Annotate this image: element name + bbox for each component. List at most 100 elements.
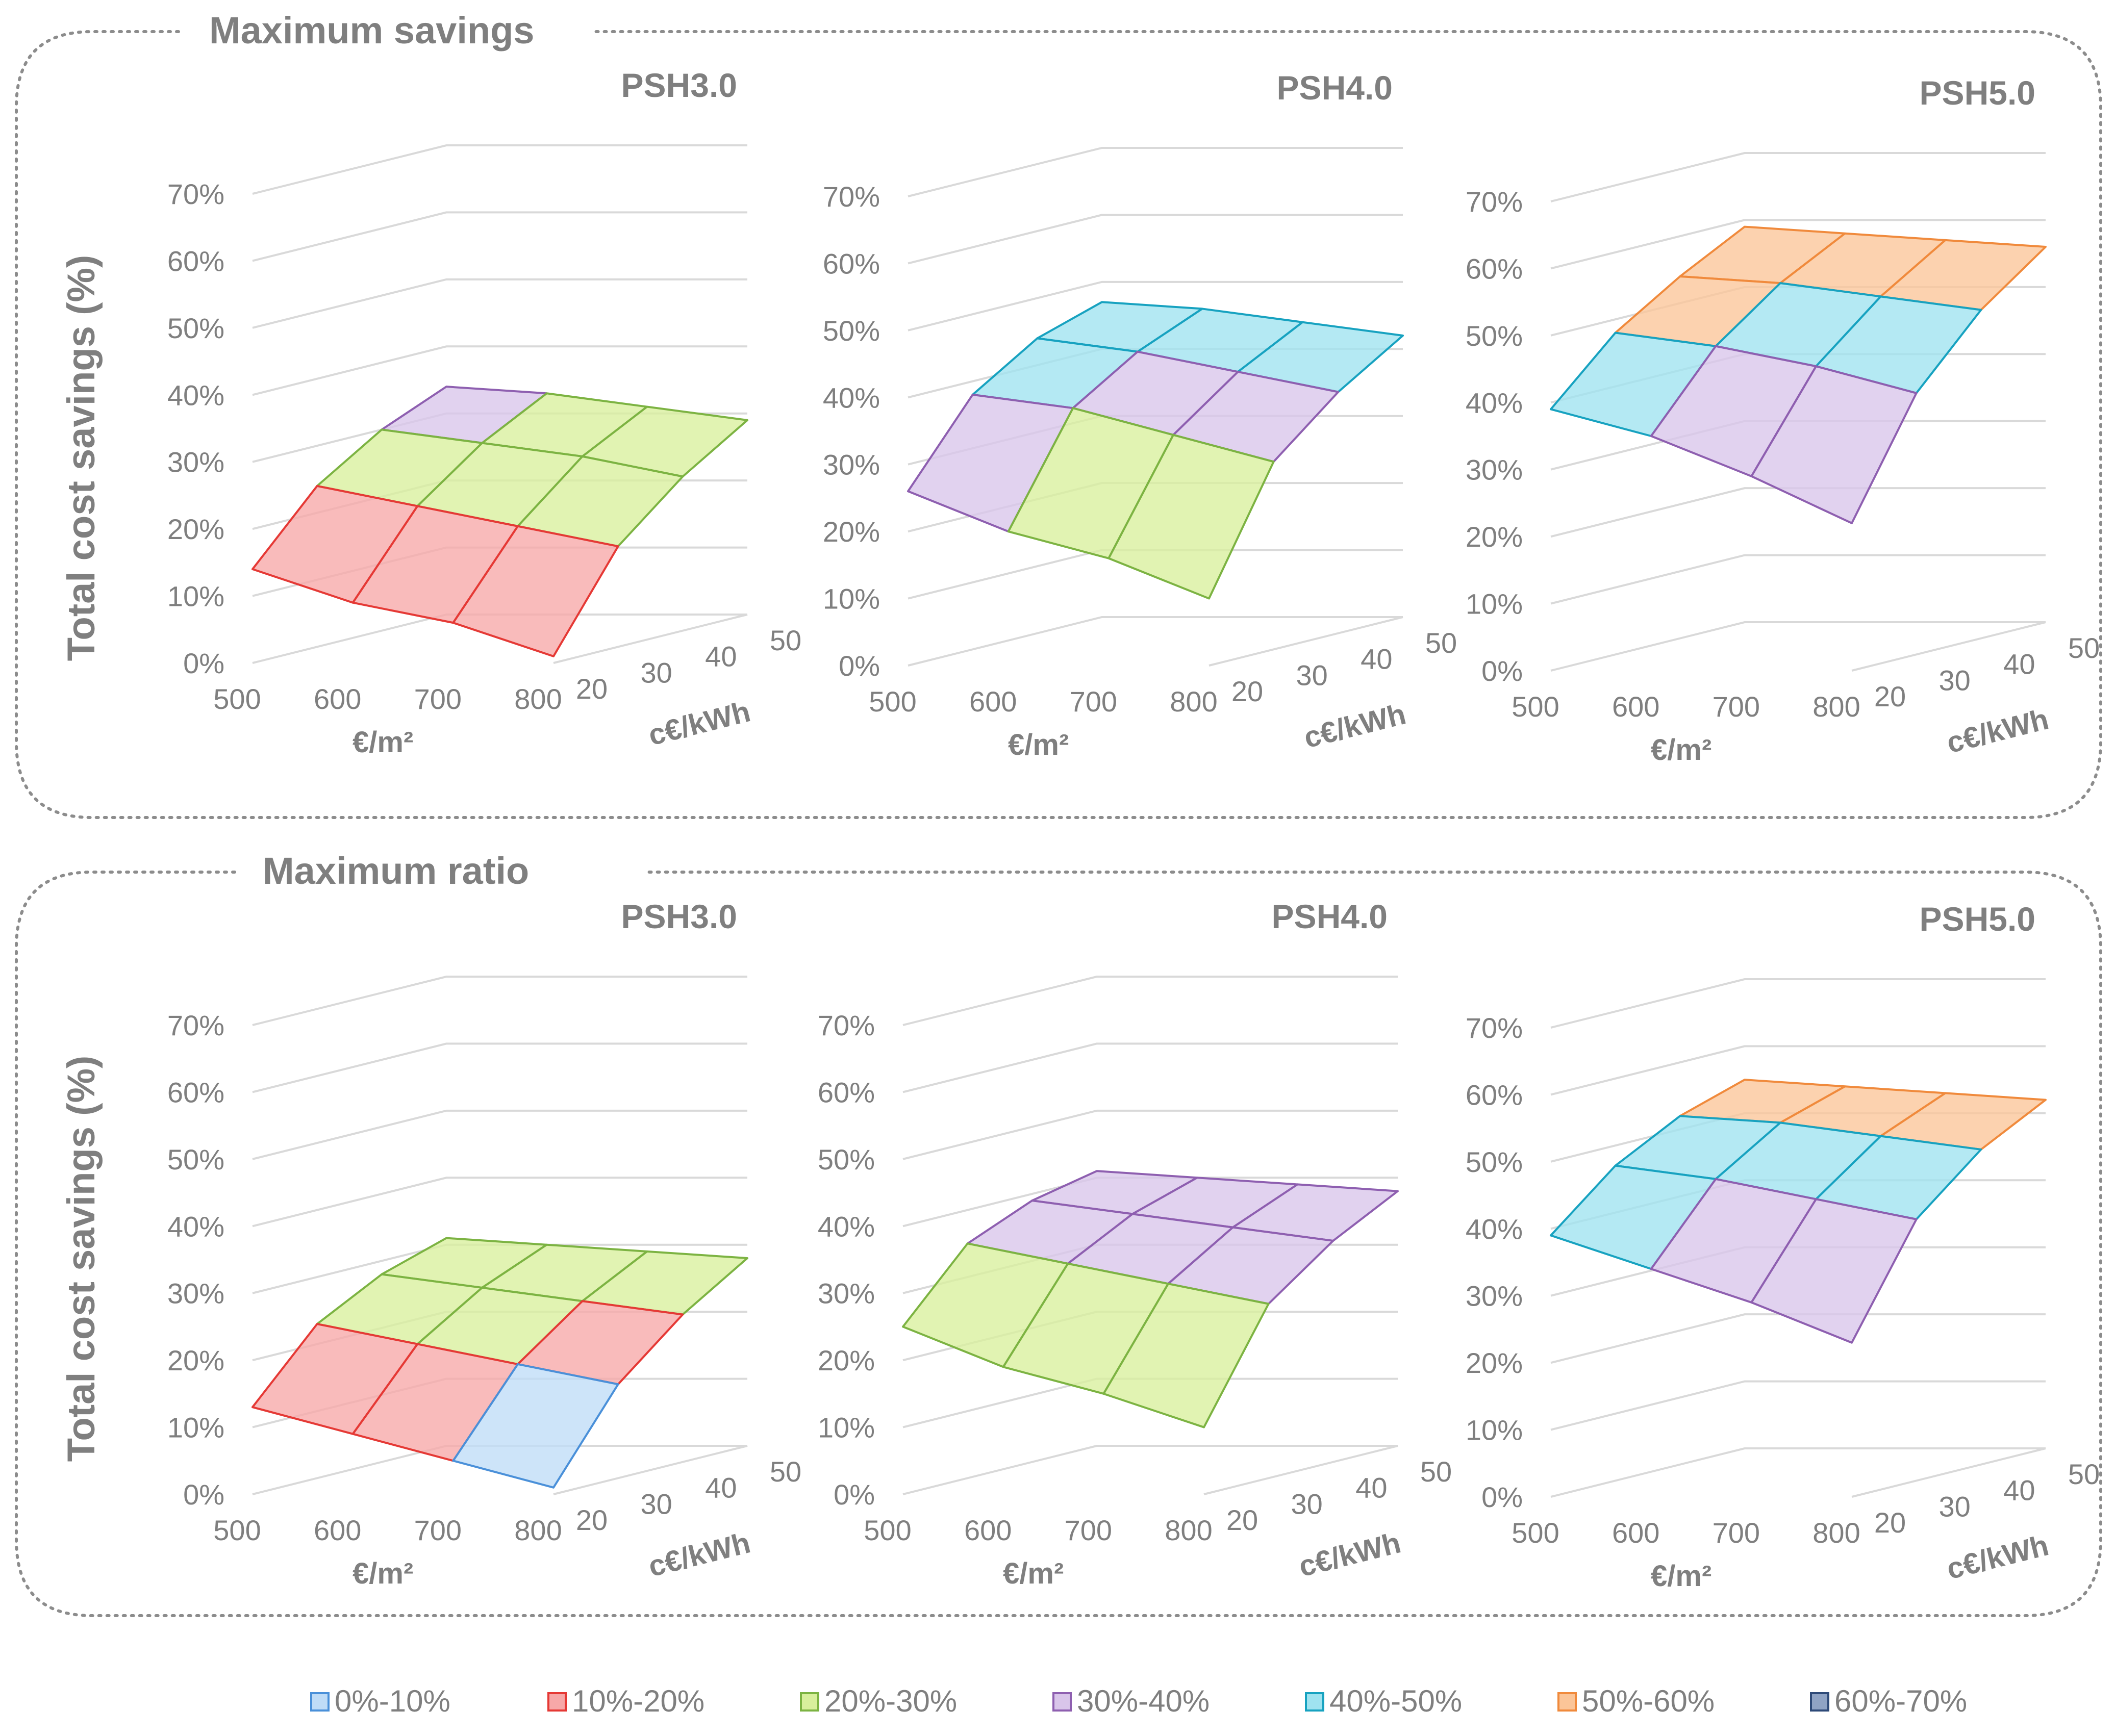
z-tick-label: 30%	[818, 1278, 875, 1310]
z-tick-label: 50%	[1466, 1146, 1523, 1178]
z-tick-label: 0%	[834, 1478, 875, 1511]
x-tick-label: 700	[414, 683, 462, 715]
z-tick-label: 50%	[818, 1143, 875, 1176]
z-tick-label: 10%	[167, 580, 224, 612]
z-tick-label: 20%	[1466, 1347, 1523, 1379]
surface-patch	[1102, 1283, 1270, 1428]
x-axis-label: €/m²	[1003, 1557, 1064, 1590]
y-tick-label: 50	[1420, 1456, 1452, 1488]
floor-edge	[1208, 616, 1403, 667]
y-tick-label: 40	[705, 641, 737, 673]
chart-title: PSH3.0	[621, 898, 737, 935]
y-tick-label: 20	[1226, 1504, 1258, 1536]
gridline	[1550, 1313, 2046, 1364]
chart-title: PSH4.0	[1272, 898, 1388, 935]
z-tick-label: 20%	[1466, 521, 1523, 553]
surface-patch	[452, 1363, 619, 1489]
x-tick-label: 800	[1170, 685, 1217, 718]
z-tick-label: 60%	[823, 247, 880, 279]
x-tick-label: 600	[964, 1514, 1012, 1546]
z-tick-label: 50%	[167, 1143, 224, 1176]
floor-edge	[553, 614, 748, 664]
z-tick-label: 60%	[1466, 1079, 1523, 1111]
y-tick-label: 50	[2068, 632, 2100, 664]
gridline	[902, 1445, 1398, 1495]
x-tick-label: 500	[1512, 1517, 1559, 1549]
x-tick-label: 500	[864, 1514, 911, 1546]
x-axis-label: €/m²	[1651, 733, 1711, 767]
z-tick-label: 60%	[167, 1076, 224, 1108]
y-axis-label: c€/kWh	[645, 1526, 754, 1583]
z-tick-label: 10%	[1466, 1414, 1523, 1446]
legend: 0%-10% 10%-20% 20%-30% 30%-40% 40%-50% 50%-60…	[310, 1684, 1967, 1718]
gridline	[1550, 621, 2046, 672]
x-tick-label: 600	[1612, 1517, 1659, 1549]
floor-edge	[1851, 1447, 2046, 1498]
y-tick-label: 20	[1874, 680, 1906, 712]
gridline	[902, 1042, 1398, 1093]
x-tick-label: 700	[1713, 1517, 1760, 1549]
z-tick-label: 10%	[823, 583, 880, 615]
chart-title: PSH4.0	[1277, 69, 1393, 107]
z-tick-label: 20%	[167, 513, 224, 545]
y-tick-label: 40	[1355, 1472, 1387, 1504]
y-axis-label: c€/kWh	[645, 695, 754, 752]
y-tick-label: 30	[1296, 659, 1328, 691]
z-tick-label: 10%	[1466, 588, 1523, 620]
surface-chart-psh30-max-ratio: 0% 10% 20% 30% 40% 50% 60% 70% PSH3.0 500 600 700 80…	[167, 898, 801, 1590]
gridline	[252, 1177, 747, 1228]
legend-item: 50%-60%	[1557, 1684, 1715, 1718]
y-tick-label: 30	[641, 656, 672, 688]
y-tick-label: 50	[1425, 627, 1457, 659]
z-tick-label: 50%	[1466, 320, 1523, 352]
surface-chart-psh40-max-savings: 0% 10% 20% 30% 40% 50% 60% 70% PSH4.0 500 600 700 80…	[823, 69, 1457, 761]
x-tick-label: 800	[514, 683, 562, 715]
z-tick-label: 70%	[1466, 1012, 1523, 1044]
legend-label: 40%-50%	[1329, 1684, 1462, 1718]
y-tick-label: 40	[1361, 643, 1392, 675]
x-tick-label: 700	[414, 1514, 462, 1546]
z-tick-label: 40%	[1466, 1213, 1523, 1245]
surface-patch	[452, 525, 619, 657]
legend-label: 10%-20%	[572, 1684, 704, 1718]
z-tick-label: 10%	[167, 1412, 224, 1444]
y-tick-label: 20	[1231, 675, 1263, 707]
section-title: Maximum savings	[209, 9, 534, 52]
surface-chart-psh50-max-ratio: 0% 10% 20% 30% 40% 50% 60% 70% PSH5.0 500 600 700 80…	[1466, 900, 2100, 1593]
y-axis-title: Total cost savings (%)	[60, 255, 103, 661]
legend-swatch	[1305, 1692, 1324, 1712]
surface-chart-psh30-max-savings: 0% 10% 20% 30% 40% 50% 60% 70% PSH3.0 500 600 700 80…	[167, 66, 801, 759]
charts-group: 0% 10% 20% 30% 40% 50% 60% 70% PSH3.0 500 600 700 80…	[167, 66, 2100, 1593]
surface-patch	[1750, 1198, 1918, 1344]
gridline	[252, 1109, 747, 1160]
gridline	[1550, 1045, 2046, 1096]
z-tick-label: 0%	[1481, 655, 1523, 687]
z-tick-label: 30%	[167, 1278, 224, 1310]
z-tick-label: 20%	[823, 516, 880, 548]
section-title: Maximum ratio	[263, 850, 529, 892]
section-maximum-savings: Maximum savings	[15, 9, 2102, 819]
z-tick-label: 20%	[818, 1344, 875, 1376]
x-axis-label: €/m²	[352, 1557, 413, 1590]
z-tick-label: 0%	[183, 1478, 224, 1511]
z-tick-label: 30%	[1466, 454, 1523, 486]
chart-title: PSH3.0	[621, 66, 737, 104]
y-tick-label: 50	[770, 1456, 801, 1488]
z-tick-label: 40%	[167, 379, 224, 411]
surface-chart-psh50-max-savings: 0% 10% 20% 30% 40% 50% 60% 70% PSH5.0 500 600 700 80…	[1466, 74, 2100, 767]
x-tick-label: 800	[1812, 1517, 1860, 1549]
z-tick-label: 50%	[167, 312, 224, 344]
x-tick-label: 600	[1612, 691, 1659, 723]
y-tick-label: 30	[1939, 1490, 1971, 1522]
legend-label: 20%-30%	[824, 1684, 957, 1718]
legend-label: 50%-60%	[1582, 1684, 1715, 1718]
y-tick-label: 20	[1874, 1507, 1906, 1539]
gridline	[1550, 554, 2046, 605]
y-tick-label: 40	[2003, 1474, 2035, 1507]
z-tick-label: 70%	[167, 178, 224, 210]
y-tick-label: 30	[641, 1488, 672, 1520]
gridline	[1550, 487, 2046, 538]
gridline	[908, 616, 1403, 667]
gridline	[1550, 152, 2046, 202]
legend-label: 60%-70%	[1834, 1684, 1967, 1718]
